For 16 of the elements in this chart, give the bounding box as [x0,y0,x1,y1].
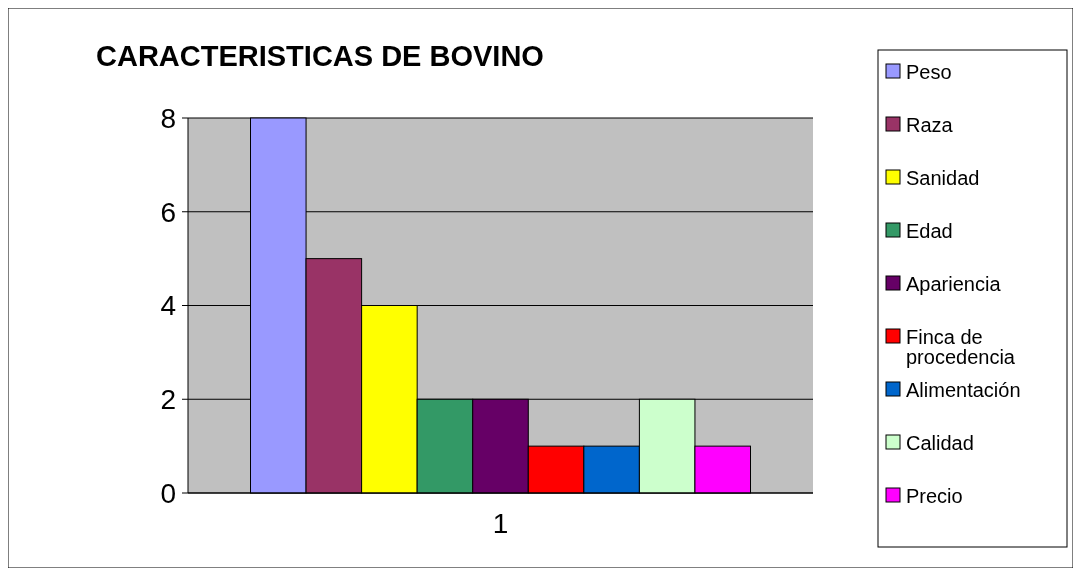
legend-label: Edad [906,220,953,242]
legend-label: Raza [906,114,954,136]
y-tick-label: 0 [160,477,176,509]
y-tick-label: 6 [160,196,176,228]
legend-label: Alimentación [906,379,1021,401]
legend-label: Precio [906,485,963,507]
y-tick-label: 2 [160,384,176,416]
legend-label: Apariencia [906,273,1002,295]
y-tick-label: 8 [160,102,176,134]
chart-title: CARACTERISTICAS DE BOVINO [96,40,544,72]
legend-label: Sanidad [906,167,980,189]
x-tick-label: 1 [492,508,509,539]
y-tick-label: 4 [160,290,176,322]
legend-label: Calidad [906,432,974,454]
legend-label: Peso [906,61,952,83]
legend-label: Finca de procedencia [906,326,1016,368]
